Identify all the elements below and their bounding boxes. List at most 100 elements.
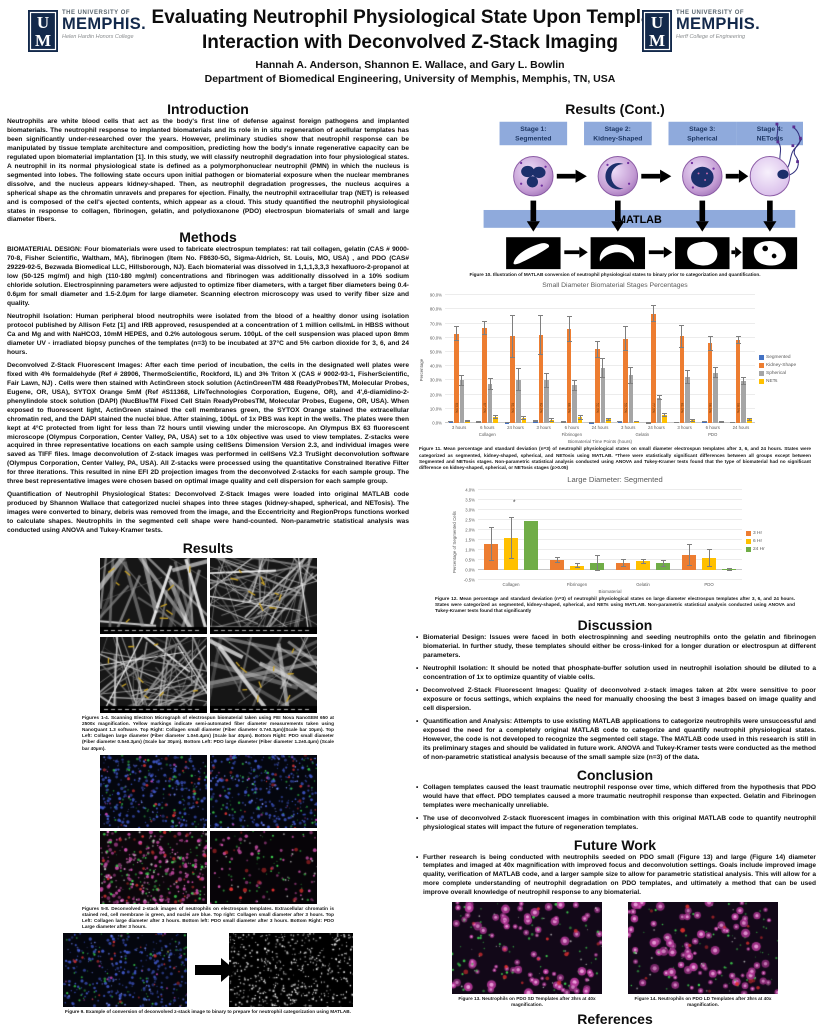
bar-cluster: 59.5% [614, 295, 642, 424]
bar [459, 380, 465, 424]
error-bar [482, 320, 487, 336]
future-work-item: Further research is being conducted with… [416, 854, 816, 899]
fluor-image-pdo-ld-40x [628, 902, 778, 995]
discussion-item: Biomaterial Design: Issues were faced in… [416, 634, 816, 661]
chart-legend: Segmented Kidney-Shape Spherical NETs [755, 295, 813, 444]
legend-entry: Segmented [759, 355, 813, 361]
poster-title: Evaluating Neutrophil Physiological Stat… [151, 7, 669, 53]
cell-illustrations [513, 156, 791, 197]
methods-heading: Methods [179, 229, 237, 246]
error-bar [605, 417, 611, 421]
bar-cluster [610, 490, 676, 580]
conclusion-heading: Conclusion [576, 766, 654, 783]
legend-entry: 24 Hr [746, 547, 780, 553]
bar [735, 339, 741, 424]
error-bar [549, 418, 555, 423]
sem-image-pdo-small [99, 636, 207, 713]
error-bar [706, 549, 712, 568]
fluor-image-collagen-small [209, 754, 317, 828]
bar-cluster: 62.0% [530, 295, 558, 424]
fluor-image-collagen-large [99, 754, 207, 828]
error-bar [660, 559, 666, 568]
gridline [445, 308, 755, 310]
gridline [445, 422, 755, 424]
bar [487, 384, 493, 424]
plot-area: -0.5% 0.0% 0.5% 1.0% 1.5% 2.0% 2.5% 3.0% 3.5% 4.0… [464, 487, 742, 582]
error-bar [713, 366, 719, 379]
logo-memphis-engineering: U M THE UNIVERSITY OF MEMPHIS. Herff Col… [642, 10, 792, 52]
chart-title: Large Diameter: Segmented [567, 474, 663, 484]
y-tick-label: 1.5% [465, 537, 475, 543]
error-bar [600, 358, 606, 379]
error-bar [651, 305, 657, 323]
error-bar [726, 568, 732, 571]
fluor-image-pdo-small [99, 830, 207, 904]
logo-memphis-honors: U M THE UNIVERSITY OF MEMPHIS. Helen Har… [28, 10, 178, 52]
y-tick-label: 0.5% [465, 557, 475, 563]
svg-text:Spherical: Spherical [687, 136, 718, 143]
discussion-heading: Discussion [577, 617, 653, 634]
bar [521, 418, 527, 424]
error-bar [656, 394, 662, 401]
legend-entry: 6 Hr [746, 539, 780, 545]
x-group-labels: Collagen Fibrinogen Gelatin PDO [478, 432, 718, 438]
bar [476, 421, 482, 424]
bar [577, 417, 583, 424]
gridline [478, 528, 742, 530]
error-bar [617, 420, 623, 424]
error-bar [645, 422, 651, 424]
bar-cluster: 63.0% [445, 295, 473, 424]
bar [606, 419, 611, 424]
bar-cluster: 52.0% [586, 295, 614, 424]
methods-zstack-images: Deconvolved Z-Stack Fluorescent Images: … [7, 361, 409, 486]
bar [679, 336, 685, 424]
y-tick-label: 50.0% [429, 349, 442, 355]
error-bar [532, 419, 538, 423]
x-tick-labels: 3 hours 6 hours 24 hours 3 hours 6 hours 24 h… [451, 425, 750, 431]
bar [651, 313, 656, 424]
logo-right-college: Herff College of Engineering [676, 33, 746, 40]
error-bar [453, 326, 459, 341]
gridline [478, 558, 742, 560]
figure-13-caption: Figure 13. Neutrophils on PDO SD Templat… [458, 996, 596, 1008]
svg-text:Stage 2:: Stage 2: [605, 126, 631, 133]
error-bar [488, 526, 494, 561]
plot-area: 0.0% 10.0% 20.0% 30.0% 40.0% 50.0% 60.0% 70.0% 8… [430, 293, 755, 426]
error-bar [673, 421, 679, 423]
svg-text:M: M [35, 31, 51, 50]
svg-text:U: U [651, 13, 663, 32]
legend-entry: Kidney-Shape [759, 363, 813, 369]
authors: Hannah A. Anderson, Shannon E. Wallace, … [255, 59, 565, 72]
logo-left-memphis: MEMPHIS. [62, 15, 146, 33]
bar [510, 336, 515, 424]
conclusion-item: The use of deconvolved Z-stack fluoresce… [416, 815, 816, 833]
bar [636, 561, 650, 570]
gridline [445, 294, 755, 296]
error-bar [493, 414, 499, 420]
error-bar [572, 379, 578, 392]
results-cont-heading: Results (Cont.) [565, 101, 665, 117]
error-bar [504, 422, 510, 423]
gridline [478, 538, 742, 540]
error-bar [508, 516, 514, 559]
gridline [478, 488, 742, 490]
figure-14-caption: Figure 14. Neutrophils on PDO LD Templat… [634, 996, 772, 1008]
error-bar [679, 324, 685, 348]
bar [747, 419, 752, 424]
future-work-list: Further research is being conducted with… [414, 854, 816, 899]
left-column: Introduction Neutrophils are white blood… [7, 98, 409, 1018]
error-bar [735, 335, 741, 345]
bar-data-label: 59.5% [623, 402, 628, 413]
y-tick-label: 3.5% [465, 497, 475, 503]
gridline [445, 365, 755, 367]
error-bar [662, 413, 668, 418]
bar-data-label: 62.0% [538, 402, 543, 413]
error-bar [620, 559, 626, 568]
y-tick-label: 90.0% [429, 292, 442, 298]
error-bar [577, 415, 583, 420]
neutrophil-stage-diagram: Stage 1:Segmented Stage 2:Kidney-Shaped … [483, 121, 803, 270]
legend-entry: Spherical [759, 371, 813, 377]
error-bar [701, 420, 707, 424]
bar [600, 368, 606, 424]
